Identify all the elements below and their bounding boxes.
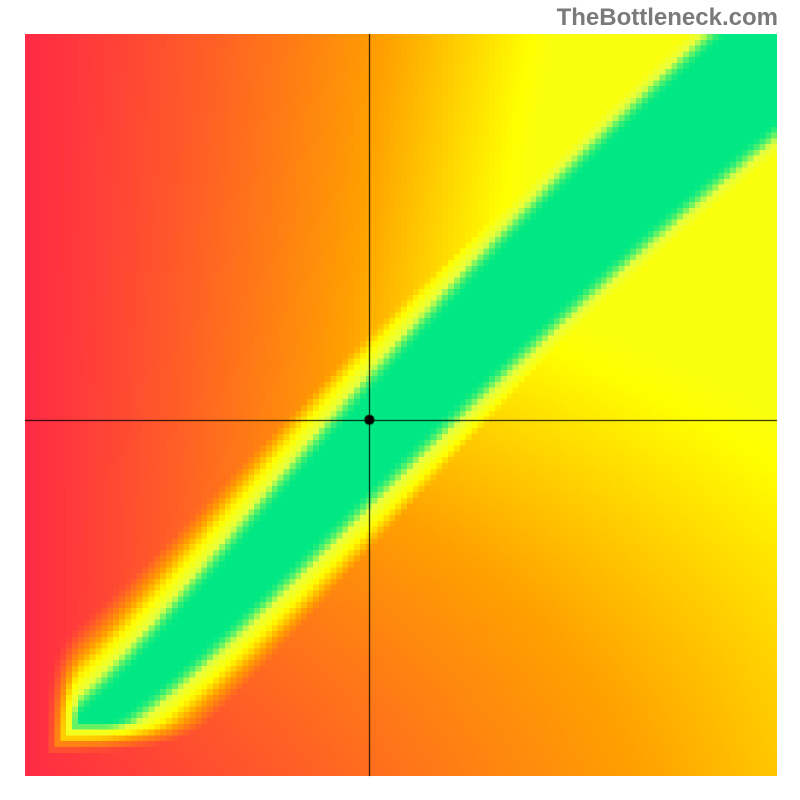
chart-container: TheBottleneck.com (0, 0, 800, 800)
watermark-text: TheBottleneck.com (557, 4, 778, 32)
crosshair-overlay (0, 0, 800, 800)
